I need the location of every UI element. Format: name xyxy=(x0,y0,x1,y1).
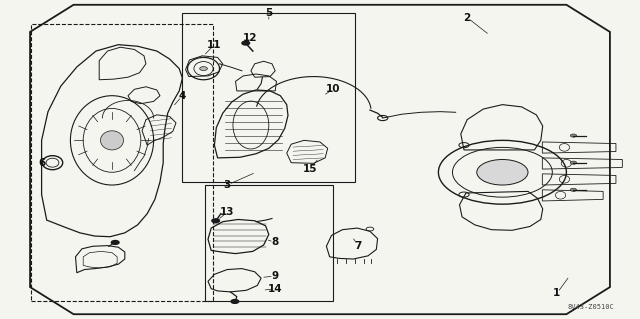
Bar xyxy=(31,24,213,301)
Text: 14: 14 xyxy=(268,284,282,294)
Text: 11: 11 xyxy=(207,40,221,50)
Circle shape xyxy=(231,300,239,303)
Circle shape xyxy=(111,241,119,244)
Text: 5: 5 xyxy=(265,8,273,18)
Circle shape xyxy=(570,161,577,164)
Circle shape xyxy=(212,219,220,223)
Circle shape xyxy=(570,134,577,137)
Bar xyxy=(205,185,333,301)
Text: 8V43-Z0510C: 8V43-Z0510C xyxy=(568,304,614,310)
Text: 4: 4 xyxy=(179,91,186,101)
Circle shape xyxy=(200,67,207,70)
Circle shape xyxy=(242,41,250,45)
Text: 3: 3 xyxy=(223,180,231,190)
Text: 6: 6 xyxy=(38,158,45,168)
Text: 1: 1 xyxy=(553,288,561,299)
Ellipse shape xyxy=(100,131,124,150)
Text: 15: 15 xyxy=(303,164,317,174)
Circle shape xyxy=(570,188,577,191)
Text: 2: 2 xyxy=(463,12,471,23)
Ellipse shape xyxy=(477,160,528,185)
Text: 9: 9 xyxy=(271,271,279,281)
Text: 7: 7 xyxy=(355,241,362,251)
Bar xyxy=(182,13,355,182)
Text: 12: 12 xyxy=(243,33,257,43)
Text: 10: 10 xyxy=(326,84,340,94)
Text: 13: 13 xyxy=(220,207,234,217)
Text: 8: 8 xyxy=(271,237,279,248)
